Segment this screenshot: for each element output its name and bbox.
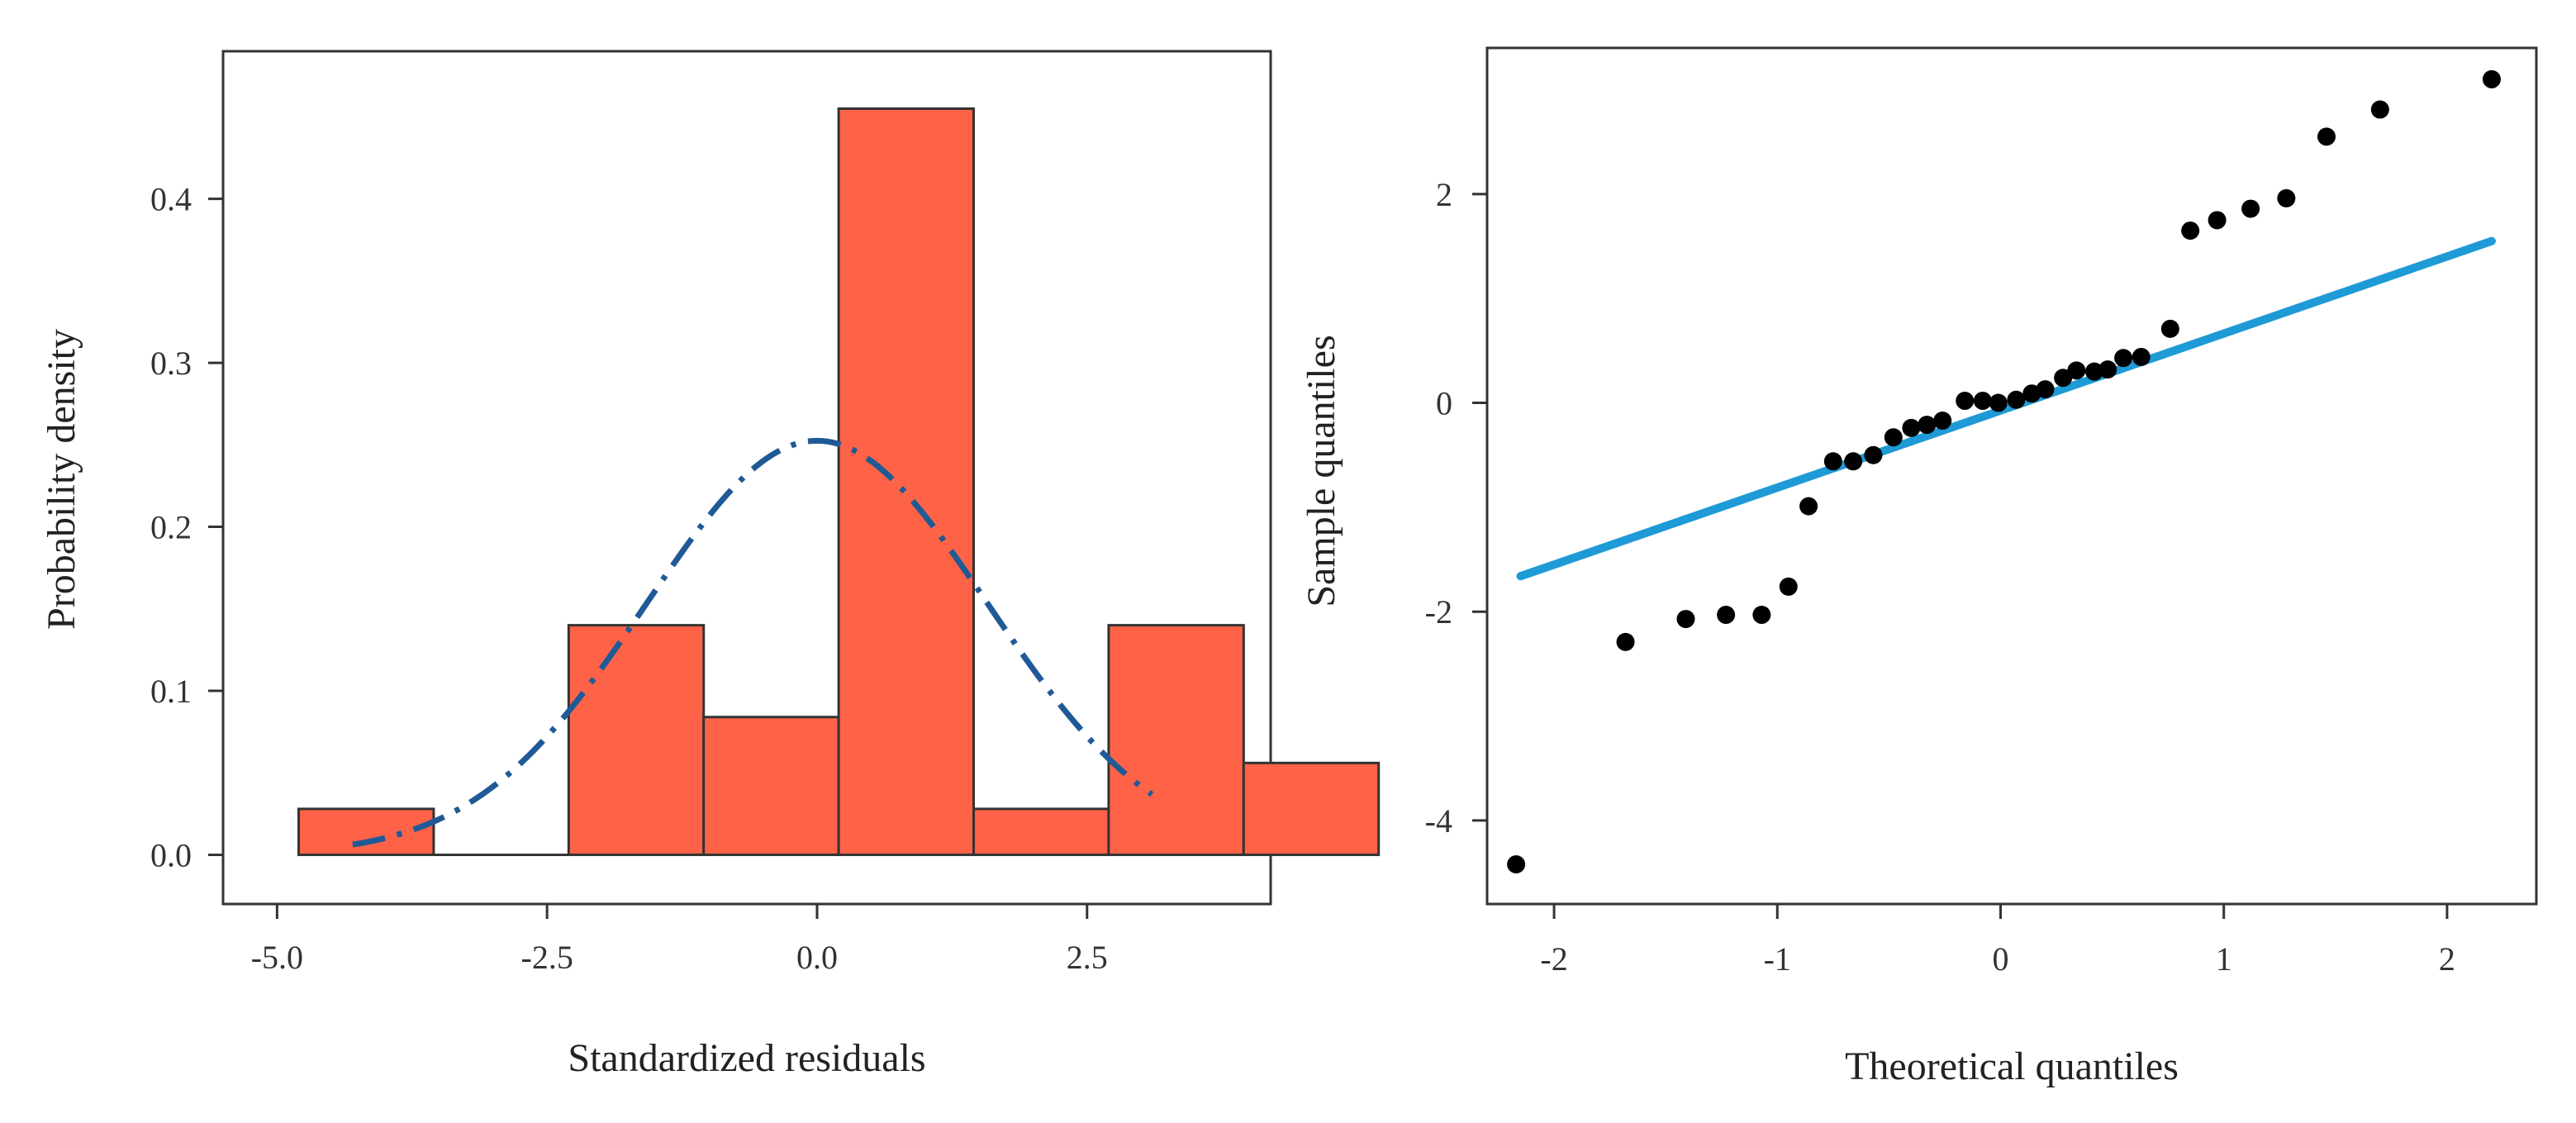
qq-point [1799,497,1818,516]
qq-point [2098,360,2117,379]
qq-y-tick-label: -2 [1425,593,1452,630]
qq-point [2084,362,2103,381]
qq-point [2277,188,2296,207]
qq-point [2132,347,2151,366]
histogram-bar [297,807,435,856]
histogram-x-tick-label: -5.0 [251,939,303,976]
qq-x-tick-label: -1 [1764,940,1791,978]
qq-y-tick-label: -4 [1425,802,1452,840]
qq-axes: -2 -1 0 1 2 -4 -2 0 2 [1425,176,2455,978]
qq-point [1989,393,2008,412]
histogram-y-tick-label: 0.0 [150,836,192,873]
qq-x-tick-label: 1 [2216,940,2232,978]
histogram-x-tick-label: 0.0 [796,939,838,976]
histogram-panel: -5.0 -2.5 0.0 2.5 0.0 0.1 0.2 0.3 0.4 Standardiz… [40,50,1381,1080]
qq-point [2317,127,2336,146]
qq-point [1676,610,1695,629]
qq-point [1884,428,1903,447]
qq-point [1902,418,1921,437]
qq-x-axis-label: Theoretical quantiles [1845,1044,2179,1088]
qq-point [1823,452,1842,471]
qq-point [2160,319,2179,338]
histogram-plot-frame [221,50,1272,906]
qq-point [2181,221,2200,240]
qq-plot-panel: -2 -1 0 1 2 -4 -2 0 2 Theoretical quantiles Samp… [1300,46,2538,1088]
qq-point [1844,452,1863,471]
qq-point [1507,854,1526,873]
histogram-y-tick-label: 0.4 [150,181,192,218]
qq-point [1973,392,1992,411]
histogram-x-tick-label: -2.5 [521,939,573,976]
qq-point [2067,361,2086,380]
qq-y-tick-label: 0 [1436,385,1452,422]
qq-point [1956,392,1975,411]
qq-point [2370,100,2389,119]
histogram-y-tick-label: 0.3 [150,345,192,382]
histogram-bar [567,624,706,856]
qq-y-axis-label: Sample quantiles [1300,335,1343,607]
qq-point [2036,380,2055,399]
qq-x-tick-label: 0 [1992,940,2008,978]
histogram-x-tick-label: 2.5 [1067,939,1108,976]
qq-point [1918,416,1937,435]
qq-point [2114,349,2133,368]
histogram-bars [297,107,1381,856]
qq-point [1933,412,1952,431]
qq-points [1507,69,2501,873]
qq-point [2007,390,2026,409]
qq-point [2054,369,2073,388]
density-curve [352,437,1154,848]
histogram-bar [702,716,840,856]
histogram-bar [1242,761,1381,856]
histogram-x-axis-label: Standardized residuals [568,1036,925,1080]
qq-point [1864,445,1883,464]
histogram-y-axis-label: Probability density [40,329,83,630]
histogram-bar [972,807,1110,856]
qq-point [1717,606,1736,625]
histogram-y-tick-label: 0.2 [150,509,192,546]
qq-point [1779,577,1798,596]
histogram-bar [1107,624,1245,856]
qq-point [1752,606,1771,625]
qq-plot-frame [1485,46,2538,906]
qq-x-tick-label: -2 [1540,940,1567,978]
histogram-axes: -5.0 -2.5 0.0 2.5 0.0 0.1 0.2 0.3 0.4 [150,181,1108,976]
qq-point [2241,199,2260,218]
qq-reference-line [1516,236,2496,581]
qq-x-tick-label: 2 [2439,940,2455,978]
histogram-bar [837,107,976,856]
qq-point [2208,211,2227,230]
qq-y-tick-label: 2 [1436,176,1452,213]
qq-point [1616,632,1635,651]
qq-point [2482,69,2501,88]
histogram-y-tick-label: 0.1 [150,673,192,710]
